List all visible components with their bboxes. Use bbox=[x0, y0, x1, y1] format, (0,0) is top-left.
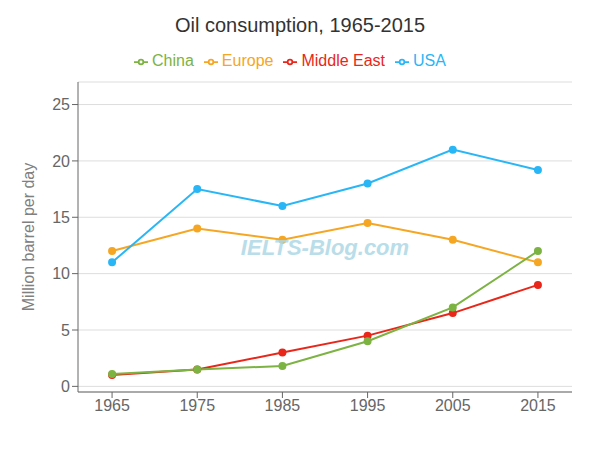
svg-text:1995: 1995 bbox=[350, 397, 386, 414]
html-text:USA: USA bbox=[413, 52, 446, 69]
svg-text:25: 25 bbox=[52, 96, 70, 113]
svg-text:2005: 2005 bbox=[435, 397, 471, 414]
html-text:China: China bbox=[152, 52, 194, 69]
html-text:Oil consumption, 1965-2015: Oil consumption, 1965-2015 bbox=[174, 14, 426, 36]
html-text:Europe: Europe bbox=[221, 52, 274, 69]
svg-text:2015: 2015 bbox=[520, 397, 556, 414]
svg-text:Million barrel per day: Million barrel per day bbox=[20, 163, 37, 312]
svg-text:15: 15 bbox=[52, 209, 70, 226]
svg-text:1975: 1975 bbox=[179, 397, 215, 414]
svg-text:5: 5 bbox=[61, 322, 70, 339]
svg-text:0: 0 bbox=[61, 378, 70, 395]
svg-text:1985: 1985 bbox=[265, 397, 301, 414]
html-text:IELTS-Blog.com: IELTS-Blog.com bbox=[240, 235, 410, 261]
svg-text:1965: 1965 bbox=[94, 397, 130, 414]
svg-text:10: 10 bbox=[52, 265, 70, 282]
html-text:Middle East: Middle East bbox=[301, 52, 385, 69]
svg-text:20: 20 bbox=[52, 153, 70, 170]
